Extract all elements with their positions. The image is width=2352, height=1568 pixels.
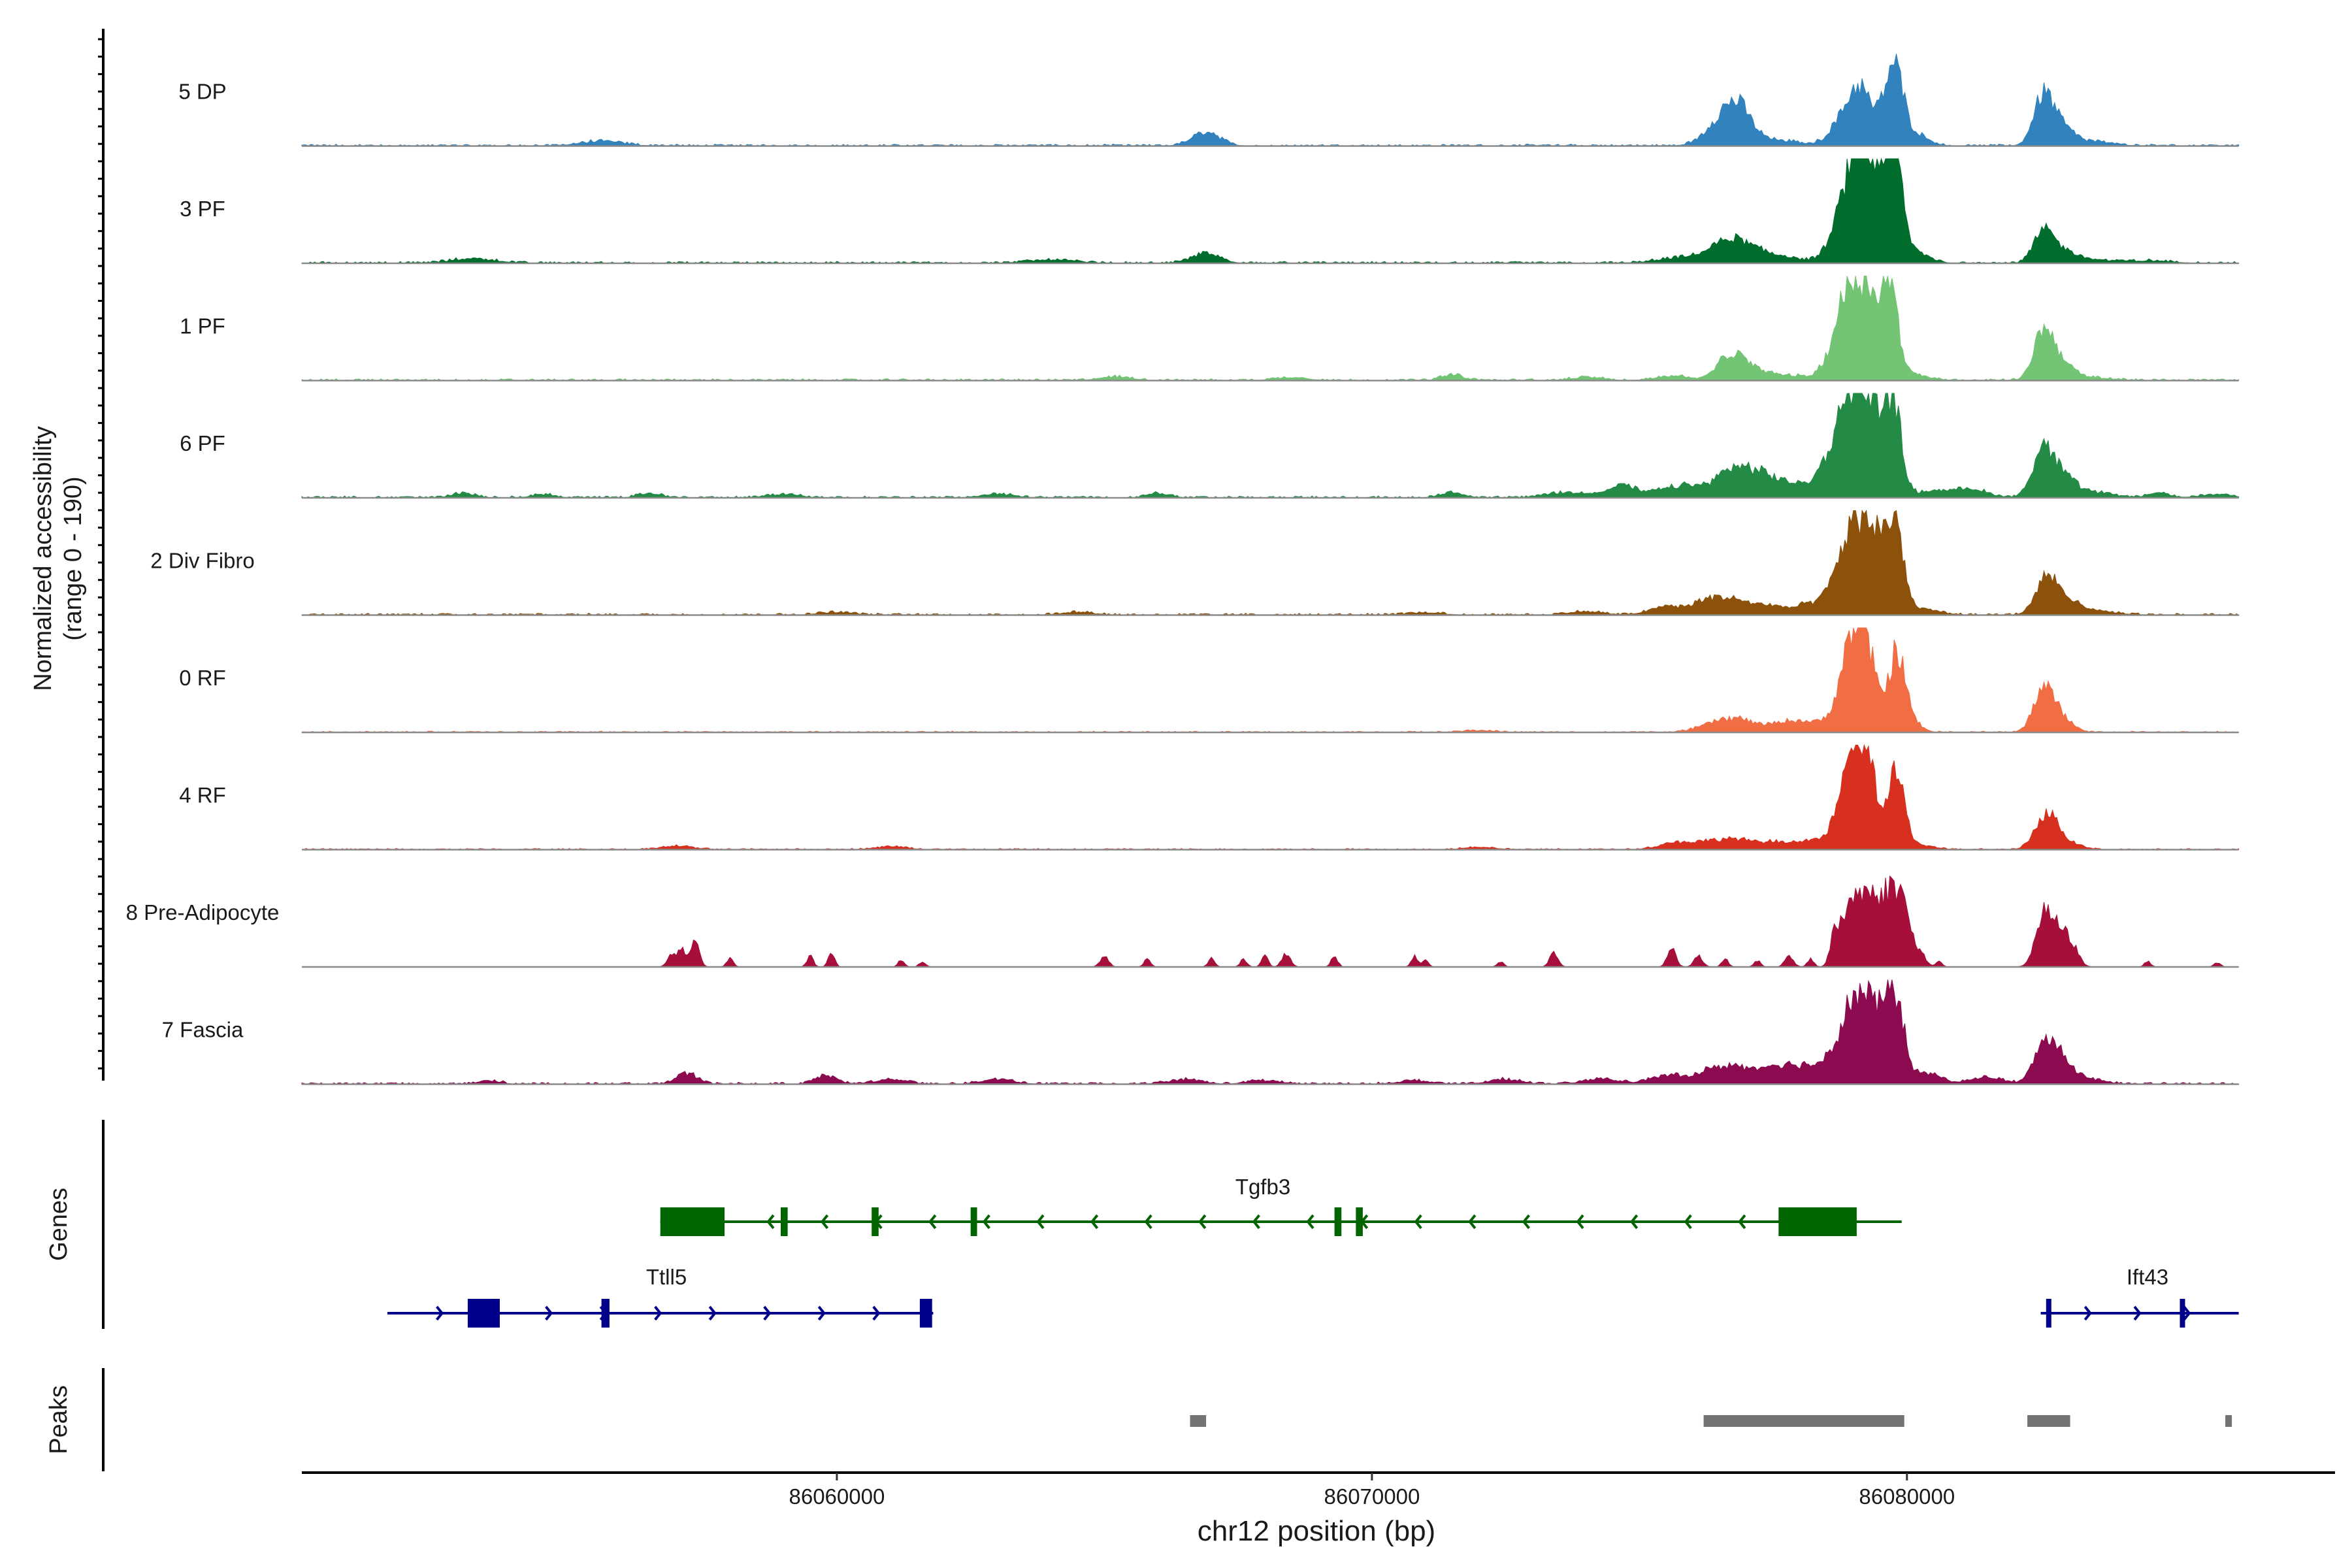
strand-arrow <box>545 1305 553 1321</box>
track-label: 7 Fascia <box>162 1018 244 1042</box>
track: 7 Fascia <box>162 979 2240 1085</box>
strand-arrow <box>1414 1214 1422 1230</box>
coverage-area <box>301 276 2240 382</box>
y-axis <box>98 29 105 1081</box>
strand-arrow <box>2133 1305 2142 1321</box>
strand-arrow <box>654 1305 662 1321</box>
peaks-label: Peaks <box>45 1385 73 1454</box>
strand-arrow <box>1630 1214 1639 1230</box>
strand-arrow <box>1144 1214 1152 1230</box>
track: 1 PF <box>180 276 2240 382</box>
peak-region <box>2225 1415 2232 1427</box>
strand-arrow <box>1522 1214 1530 1230</box>
track-label: 1 PF <box>180 314 225 338</box>
gene-annotation: Tgfb3 Ttll5 Ift43 <box>387 1175 2239 1328</box>
strand-arrow <box>1684 1214 1692 1230</box>
strand-arrow <box>1252 1214 1260 1230</box>
strand-arrow <box>766 1214 775 1230</box>
strand-arrow <box>1738 1214 1746 1230</box>
strand-arrow <box>928 1214 937 1230</box>
coverage-area <box>301 743 2240 851</box>
track: 8 Pre-Adipocyte <box>126 875 2239 968</box>
peak-region <box>1190 1415 1207 1427</box>
coverage-area <box>301 393 2240 498</box>
coverage-area <box>301 627 2240 733</box>
gene-label: Ift43 <box>2127 1265 2168 1289</box>
genes-label: Genes <box>45 1188 73 1261</box>
gene-exon <box>1778 1207 1857 1236</box>
track: 6 PF <box>180 393 2240 499</box>
x-tick-label: 86060000 <box>789 1484 885 1509</box>
track: 5 DP <box>178 54 2240 147</box>
strand-arrow <box>1576 1214 1584 1230</box>
gene-exon <box>970 1207 977 1236</box>
strand-arrow <box>708 1305 717 1321</box>
gene-exon <box>601 1299 610 1328</box>
strand-arrow <box>872 1305 881 1321</box>
accessibility-tracks: 5 DP 3 PF 1 PF 6 PF 2 Div Fibro 0 RF 4 RF 8 Pre… <box>126 54 2240 1085</box>
track-label: 5 DP <box>178 80 226 104</box>
coverage-area <box>301 54 2240 147</box>
x-axis-title: chr12 position (bp) <box>1198 1515 1435 1547</box>
y-axis-title: Normalized accessibility <box>29 426 57 691</box>
y-axis-range: (range 0 - 190) <box>59 476 87 640</box>
track-label: 2 Div Fibro <box>150 549 255 573</box>
gene-label: Tgfb3 <box>1235 1175 1290 1199</box>
coverage-area <box>302 875 2239 968</box>
track-label: 8 Pre-Adipocyte <box>126 900 280 924</box>
track: 3 PF <box>180 157 2240 265</box>
coverage-area <box>301 979 2240 1085</box>
track-label: 4 RF <box>179 783 226 808</box>
strand-arrow <box>763 1305 772 1321</box>
track: 4 RF <box>179 743 2240 851</box>
gene-exon <box>1334 1207 1342 1236</box>
gene-exon <box>1356 1207 1363 1236</box>
x-tick-label: 86080000 <box>1859 1484 1955 1509</box>
gene-label: Ttll5 <box>646 1265 687 1289</box>
track-label: 3 PF <box>180 197 225 221</box>
strand-arrow <box>817 1305 826 1321</box>
peak-regions <box>1190 1415 2232 1427</box>
coverage-area <box>301 157 2240 264</box>
strand-arrow <box>2083 1305 2092 1321</box>
gene-model: Tgfb3 <box>660 1175 1902 1236</box>
strand-arrow <box>2183 1305 2191 1321</box>
strand-arrow <box>1036 1214 1045 1230</box>
gene-exon <box>660 1207 725 1236</box>
track: 2 Div Fibro <box>150 509 2240 616</box>
strand-arrow <box>1198 1214 1207 1230</box>
strand-arrow <box>436 1305 444 1321</box>
x-tick-label: 86070000 <box>1324 1484 1420 1509</box>
peak-region <box>1703 1415 1904 1427</box>
gene-model: Ttll5 <box>387 1265 934 1328</box>
gene-exon <box>2180 1299 2185 1328</box>
gene-exon <box>872 1207 879 1236</box>
coverage-area <box>301 509 2240 616</box>
peak-region <box>2027 1415 2070 1427</box>
gene-exon <box>2046 1299 2051 1328</box>
strand-arrow <box>1306 1214 1315 1230</box>
strand-arrow <box>1468 1214 1477 1230</box>
track-label: 0 RF <box>179 666 226 690</box>
gene-model: Ift43 <box>2040 1265 2239 1328</box>
gene-exon <box>919 1299 932 1328</box>
gene-exon <box>467 1299 500 1328</box>
strand-arrow <box>820 1214 829 1230</box>
strand-arrow <box>1090 1214 1099 1230</box>
gene-exon <box>781 1207 788 1236</box>
track-label: 6 PF <box>180 431 225 455</box>
x-axis-ticks: 86060000 86070000 86080000 <box>789 1473 1955 1509</box>
strand-arrow <box>982 1214 990 1230</box>
track: 0 RF <box>179 627 2240 734</box>
